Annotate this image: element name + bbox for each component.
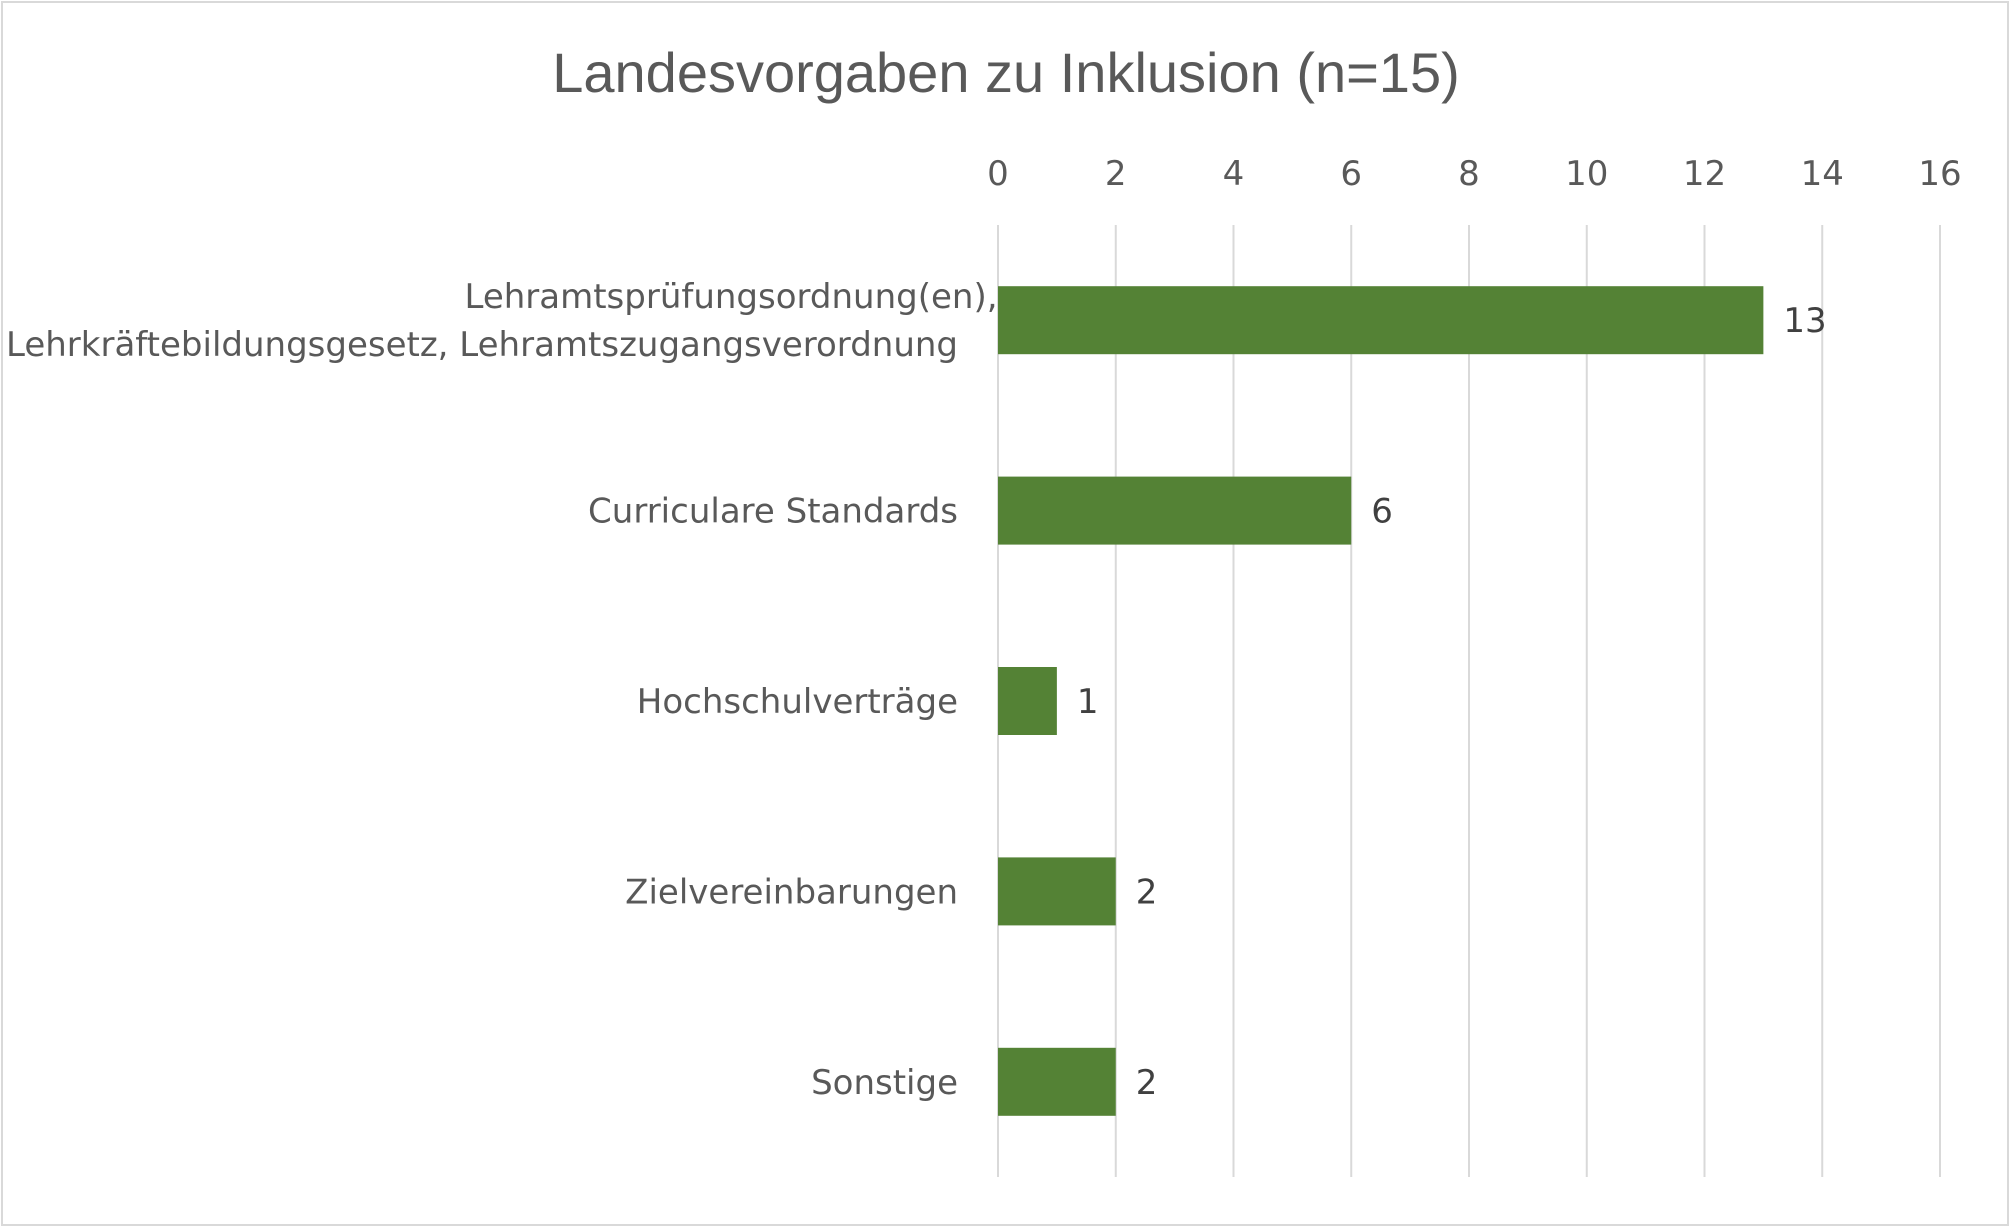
category-label: Hochschulverträge [637,682,958,722]
x-tick-label: 16 [1918,154,1961,194]
data-label: 1 [1077,682,1099,722]
x-tick-label: 0 [987,154,1009,194]
category-label: Lehramtsprüfungsordnung(en), [464,277,997,317]
category-label: Lehrkräftebildungsgesetz, Lehramtszugang… [6,325,958,365]
x-tick-label: 10 [1565,154,1608,194]
x-tick-label: 8 [1458,154,1480,194]
bar [998,286,1764,355]
data-label: 6 [1371,492,1393,532]
bar [998,667,1057,735]
bar [998,476,1352,545]
data-label: 2 [1136,1063,1158,1103]
data-label: 2 [1136,872,1158,912]
x-tick-label: 12 [1683,154,1726,194]
x-tick-label: 14 [1801,154,1844,194]
x-tick-label: 4 [1223,154,1245,194]
chart-title: Landesvorgaben zu Inklusion (n=15) [552,41,1460,104]
data-label: 13 [1783,301,1826,341]
bar [998,1047,1116,1116]
bar [998,857,1116,926]
x-tick-label: 6 [1340,154,1362,194]
category-label: Zielvereinbarungen [625,872,958,912]
category-label: Sonstige [811,1063,958,1103]
category-label: Curriculare Standards [588,492,958,532]
x-tick-label: 2 [1105,154,1127,194]
